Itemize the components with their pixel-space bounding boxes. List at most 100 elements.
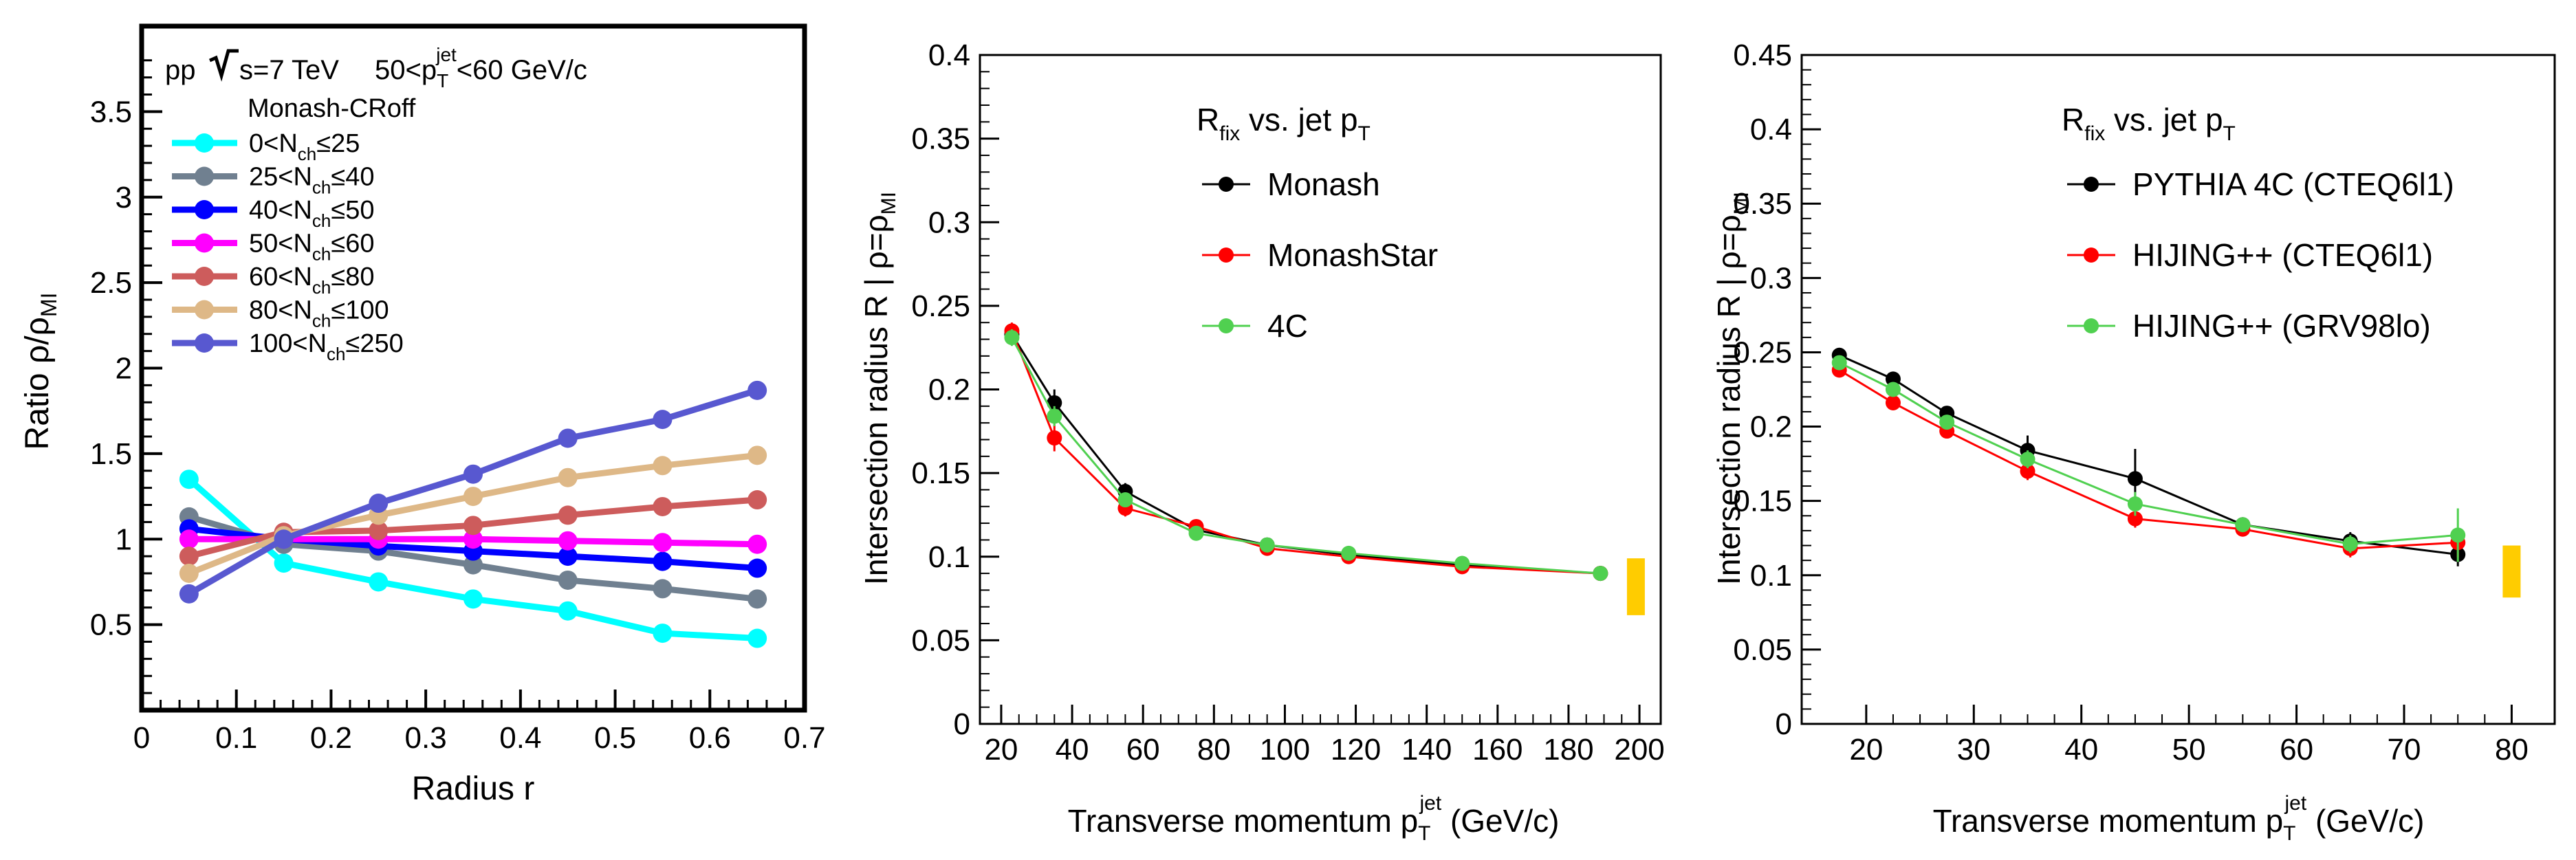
rfix-monash-x-axis-title-sup: jet (1419, 792, 1441, 815)
ratio-data-point (747, 589, 767, 609)
rfix-monash-series-line (1011, 330, 1601, 575)
legend-marker (195, 166, 214, 186)
rfix-monash-series-4c (1004, 329, 1608, 582)
rfix-monash-series-line (1011, 337, 1601, 575)
ratio-legend: 0<Nch≤2525<Nch≤4040<Nch≤5050<Nch≤6060<Nc… (172, 129, 404, 364)
legend-label-post: ≤100 (331, 296, 389, 325)
rfix-monash-x-tick-label: 60 (1126, 733, 1160, 767)
ratio-legend-entry: 100<Nch≤250 (172, 329, 404, 364)
ratio-data-point (747, 628, 767, 648)
ratio-y-tick-label: 3 (116, 181, 132, 214)
rfix-hijing-y-tick-label: 0.1 (1750, 559, 1792, 593)
rfix-hijing-x-tick-label: 20 (1849, 733, 1883, 767)
ratio-y-tick-label: 3.5 (90, 95, 132, 129)
legend-label-sub: ch (312, 277, 331, 298)
ratio-data-point (463, 555, 483, 575)
jet-range-post: <60 GeV/c (457, 55, 587, 85)
ratio-y-axis-title: Ratio ρ/ρMI (19, 293, 61, 450)
ratio-x-tick-label: 0.2 (310, 721, 352, 755)
rfix-monash-y-tick-label: 0 (954, 707, 970, 741)
legend-label: 4C (1267, 308, 1308, 344)
rfix-hijing-title-sub2: T (2223, 122, 2236, 145)
ratio-data-point (653, 551, 673, 571)
rfix-monash-y-tick-label: 0.05 (911, 624, 970, 657)
ratio-x-tick-label: 0.6 (689, 721, 731, 755)
legend-label: Monash (1267, 166, 1380, 202)
rfix-monash-plot-frame (979, 54, 1662, 725)
ratio-data-point (653, 533, 673, 553)
rfix-monash-data-point (1117, 492, 1133, 508)
ratio-data-point (179, 547, 199, 566)
rfix-hijing-series-hijing-grv98lo (1831, 355, 2466, 562)
sqrt-symbol (208, 49, 239, 82)
legend-label-pre: 60<N (249, 263, 312, 291)
rfix-hijing-series-line (1839, 362, 2458, 545)
ratio-data-point (747, 380, 767, 400)
ratio-data-point (653, 456, 673, 476)
legend-marker (2084, 318, 2099, 333)
rfix-hijing-data-point (2127, 511, 2143, 527)
ratio-data-point (179, 529, 199, 549)
rfix-monash-systematic-band (1626, 558, 1645, 615)
ratio-data-point (463, 464, 483, 484)
ratio-x-tick-label: 0 (133, 721, 150, 755)
rfix-monash-y-tick-label: 0.4 (928, 38, 970, 72)
rfix-hijing-series-hijing-cteq6l1 (1831, 362, 2466, 558)
rfix-monash-y-tick-label: 0.35 (911, 122, 970, 156)
ratio-data-point (179, 564, 199, 583)
ratio-x-tick-label: 0.5 (594, 721, 636, 755)
rfix-hijing-data-point (2127, 496, 2143, 511)
legend-marker (195, 200, 214, 219)
ratio-header-collision: pp (165, 55, 196, 85)
rfix-monash-x-tick-label: 200 (1614, 733, 1664, 767)
rfix-hijing-x-tick-label: 80 (2495, 733, 2529, 767)
rfix-hijing-y-tick-label: 0.35 (1733, 187, 1792, 221)
rfix-monash-data-point (1004, 330, 1020, 346)
ratio-legend-entry: 60<Nch≤80 (172, 263, 375, 298)
rfix-hijing-y-tick-label: 0.05 (1733, 633, 1792, 667)
legend-marker (195, 267, 214, 286)
rfix-hijing-data-point (1885, 371, 1901, 387)
rfix-hijing-uncertainty-bar (2502, 545, 2521, 598)
rfix-monash-series-line (1011, 333, 1601, 575)
rfix-monash-title-pre: R (1197, 102, 1219, 137)
legend-label-sub: ch (298, 144, 316, 164)
legend-label-post: ≤40 (331, 163, 374, 192)
ratio-legend-entry: 40<Nch≤50 (172, 196, 375, 231)
rfix-monash-data-point (1454, 555, 1470, 571)
ratio-x-tick-label: 0.7 (783, 721, 825, 755)
rfix-monash-data-point (1593, 566, 1608, 582)
ratio-data-point (747, 490, 767, 510)
rfix-monash-y-axis-ticks: 0 0.05 0.1 0.15 0.2 0.25 0.3 0.35 0.4 (911, 38, 999, 741)
ratio-y-tick-label: 1.5 (90, 437, 132, 471)
jet-range-pre: 50<p (375, 55, 437, 85)
legend-label-sub: ch (312, 244, 331, 265)
rfix-hijing-legend-entry: HIJING++ (CTEQ6l1) (2067, 237, 2433, 273)
jet-range-sup: jet (435, 44, 457, 65)
rfix-hijing-x-tick-label: 50 (2172, 733, 2206, 767)
legend-label-sub: ch (312, 177, 331, 198)
rfix-hijing-y-axis-title-sub: MI (1730, 192, 1753, 214)
rfix-hijing-x-axis-title-sup: jet (2284, 792, 2306, 815)
rfix-hijing-x-tick-label: 60 (2280, 733, 2313, 767)
rfix-hijing-data-point (2127, 471, 2143, 487)
rfix-hijing-series (1831, 347, 2466, 566)
ratio-data-point (747, 534, 767, 554)
legend-label-post: ≤25 (316, 129, 360, 158)
legend-label-pre: 40<N (249, 196, 312, 225)
rfix-monash-title-sub2: T (1358, 122, 1371, 145)
legend-label-pre: 80<N (249, 296, 312, 325)
ratio-x-axis-ticks: 0 0.1 0.2 0.3 0.4 0.5 0.6 0.7 (133, 690, 826, 755)
ratio-x-tick-label: 0.3 (405, 721, 447, 755)
rfix-monash-data-point (1047, 395, 1062, 410)
rfix-hijing-x-axis-ticks: 20 30 40 50 60 70 80 (1849, 705, 2529, 767)
legend-marker (195, 300, 214, 320)
rfix-monash-legend-entry: Monash (1202, 166, 1380, 202)
rfix-monash-x-tick-label: 80 (1197, 733, 1231, 767)
rfix-monash-x-tick-label: 40 (1056, 733, 1089, 767)
rfix-hijing-data-point (2235, 517, 2251, 533)
ratio-y-axis-title-main: Ratio ρ/ρ (19, 317, 56, 450)
rfix-monash-x-tick-label: 180 (1543, 733, 1593, 767)
rfix-hijing-x-axis-title-main: Transverse momentum p (1933, 803, 2284, 839)
ratio-data-point (369, 572, 389, 592)
